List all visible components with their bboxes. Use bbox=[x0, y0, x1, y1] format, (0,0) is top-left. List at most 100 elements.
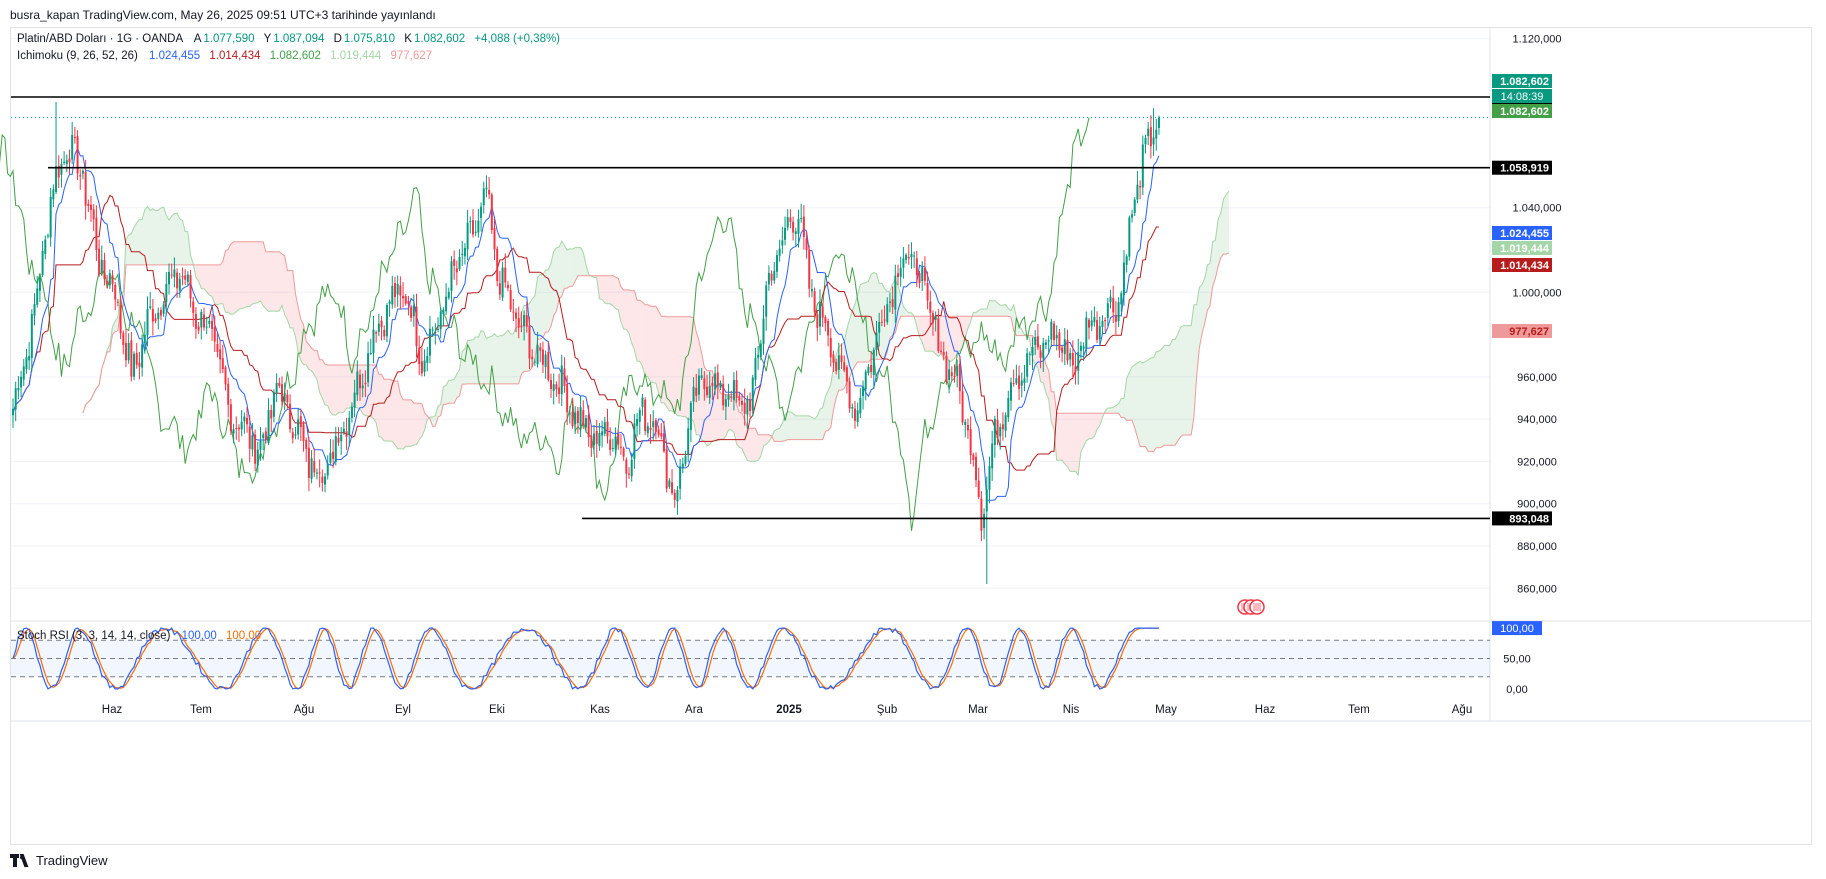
candle-body bbox=[679, 466, 682, 489]
candle bbox=[1144, 134, 1147, 154]
cloud-segment bbox=[567, 248, 570, 289]
candle-body bbox=[781, 240, 784, 246]
candle-body bbox=[940, 350, 943, 352]
cloud-segment bbox=[271, 251, 274, 312]
candle bbox=[259, 427, 262, 461]
cloud-segment bbox=[981, 309, 985, 317]
candle bbox=[482, 181, 485, 214]
candle-body bbox=[60, 164, 63, 175]
candle-body bbox=[528, 325, 531, 359]
cloud-segment bbox=[849, 310, 853, 378]
candle bbox=[149, 292, 152, 310]
candle-body bbox=[662, 433, 665, 452]
cloud-segment bbox=[171, 213, 175, 265]
cloud-segment bbox=[685, 316, 689, 420]
candle-body bbox=[202, 314, 205, 328]
candle-body bbox=[1044, 342, 1047, 345]
candle bbox=[996, 408, 999, 446]
candle bbox=[762, 305, 765, 355]
grid bbox=[11, 28, 1812, 722]
candle-body bbox=[420, 361, 423, 374]
candle-body bbox=[767, 273, 770, 285]
candle-body bbox=[1128, 217, 1131, 257]
cloud-segment bbox=[736, 404, 740, 448]
candle-body bbox=[923, 267, 926, 281]
candle bbox=[216, 333, 219, 358]
cloud-segment bbox=[448, 380, 452, 404]
candle bbox=[883, 305, 886, 327]
candle-body bbox=[708, 385, 711, 398]
candle-body bbox=[1053, 323, 1056, 341]
chart-frame[interactable] bbox=[10, 27, 1812, 845]
candle bbox=[68, 149, 71, 174]
cloud-segment bbox=[163, 207, 167, 265]
cloud-segment bbox=[1008, 308, 1011, 317]
candle-body bbox=[211, 320, 214, 329]
candle-body bbox=[103, 260, 106, 279]
candle-body bbox=[574, 412, 577, 425]
cloud-segment bbox=[413, 403, 417, 445]
candle bbox=[579, 395, 582, 438]
candle bbox=[757, 346, 760, 370]
close-label: K bbox=[404, 33, 412, 45]
candle-body bbox=[135, 352, 138, 365]
candle-body bbox=[194, 313, 197, 329]
candle bbox=[905, 253, 908, 264]
candle bbox=[310, 450, 313, 484]
candle-body bbox=[536, 344, 539, 365]
candle-body bbox=[332, 451, 335, 459]
candle bbox=[792, 216, 795, 241]
cloud-segment bbox=[252, 241, 256, 305]
candle bbox=[165, 272, 168, 315]
candle-body bbox=[1144, 138, 1147, 145]
candle-body bbox=[622, 448, 625, 457]
candle bbox=[44, 235, 47, 260]
candle-body bbox=[646, 426, 649, 434]
candle bbox=[480, 202, 483, 232]
candle bbox=[614, 427, 617, 456]
stoch-rsi-pane: 100,00 50,00 0,00 bbox=[11, 599, 1542, 696]
candle bbox=[697, 368, 700, 401]
cloud-segment bbox=[435, 406, 439, 427]
candle bbox=[853, 401, 856, 429]
candle-body bbox=[641, 397, 644, 407]
price-tag-bg bbox=[1492, 226, 1552, 240]
cloud-segment bbox=[155, 210, 159, 265]
candle-body bbox=[1074, 366, 1077, 372]
cloud-segment bbox=[542, 269, 546, 338]
candle bbox=[181, 267, 184, 286]
candle-body bbox=[880, 321, 883, 323]
candle-body bbox=[224, 367, 227, 385]
candle-body bbox=[716, 372, 719, 387]
stoch-d-value: 100,00 bbox=[226, 630, 262, 642]
y-tick-label: 1.000,000 bbox=[1513, 287, 1562, 299]
low-label: D bbox=[333, 33, 342, 45]
candle-body bbox=[654, 420, 657, 432]
candle bbox=[20, 370, 23, 398]
candle bbox=[506, 281, 509, 292]
candle-body bbox=[1131, 214, 1134, 218]
cloud-segment bbox=[217, 264, 221, 305]
cloud-segment bbox=[378, 374, 382, 438]
candle-body bbox=[434, 332, 437, 334]
tradingview-footer[interactable]: TradingView bbox=[10, 853, 108, 868]
candle bbox=[415, 293, 418, 358]
candle-body bbox=[90, 204, 93, 210]
candle-body bbox=[264, 431, 267, 440]
cloud-segment bbox=[516, 326, 519, 384]
candle bbox=[52, 184, 55, 208]
candle-body bbox=[886, 304, 889, 323]
candle-body bbox=[340, 434, 343, 442]
candle-body bbox=[369, 352, 372, 354]
candle bbox=[122, 330, 125, 355]
candle-body bbox=[205, 326, 208, 328]
cloud-segment bbox=[139, 219, 143, 265]
candle bbox=[192, 296, 195, 327]
candle bbox=[649, 414, 652, 444]
candle bbox=[33, 293, 36, 326]
candle-body bbox=[227, 383, 230, 405]
candle bbox=[983, 508, 986, 540]
candle-body bbox=[533, 361, 536, 363]
candle bbox=[512, 298, 515, 321]
